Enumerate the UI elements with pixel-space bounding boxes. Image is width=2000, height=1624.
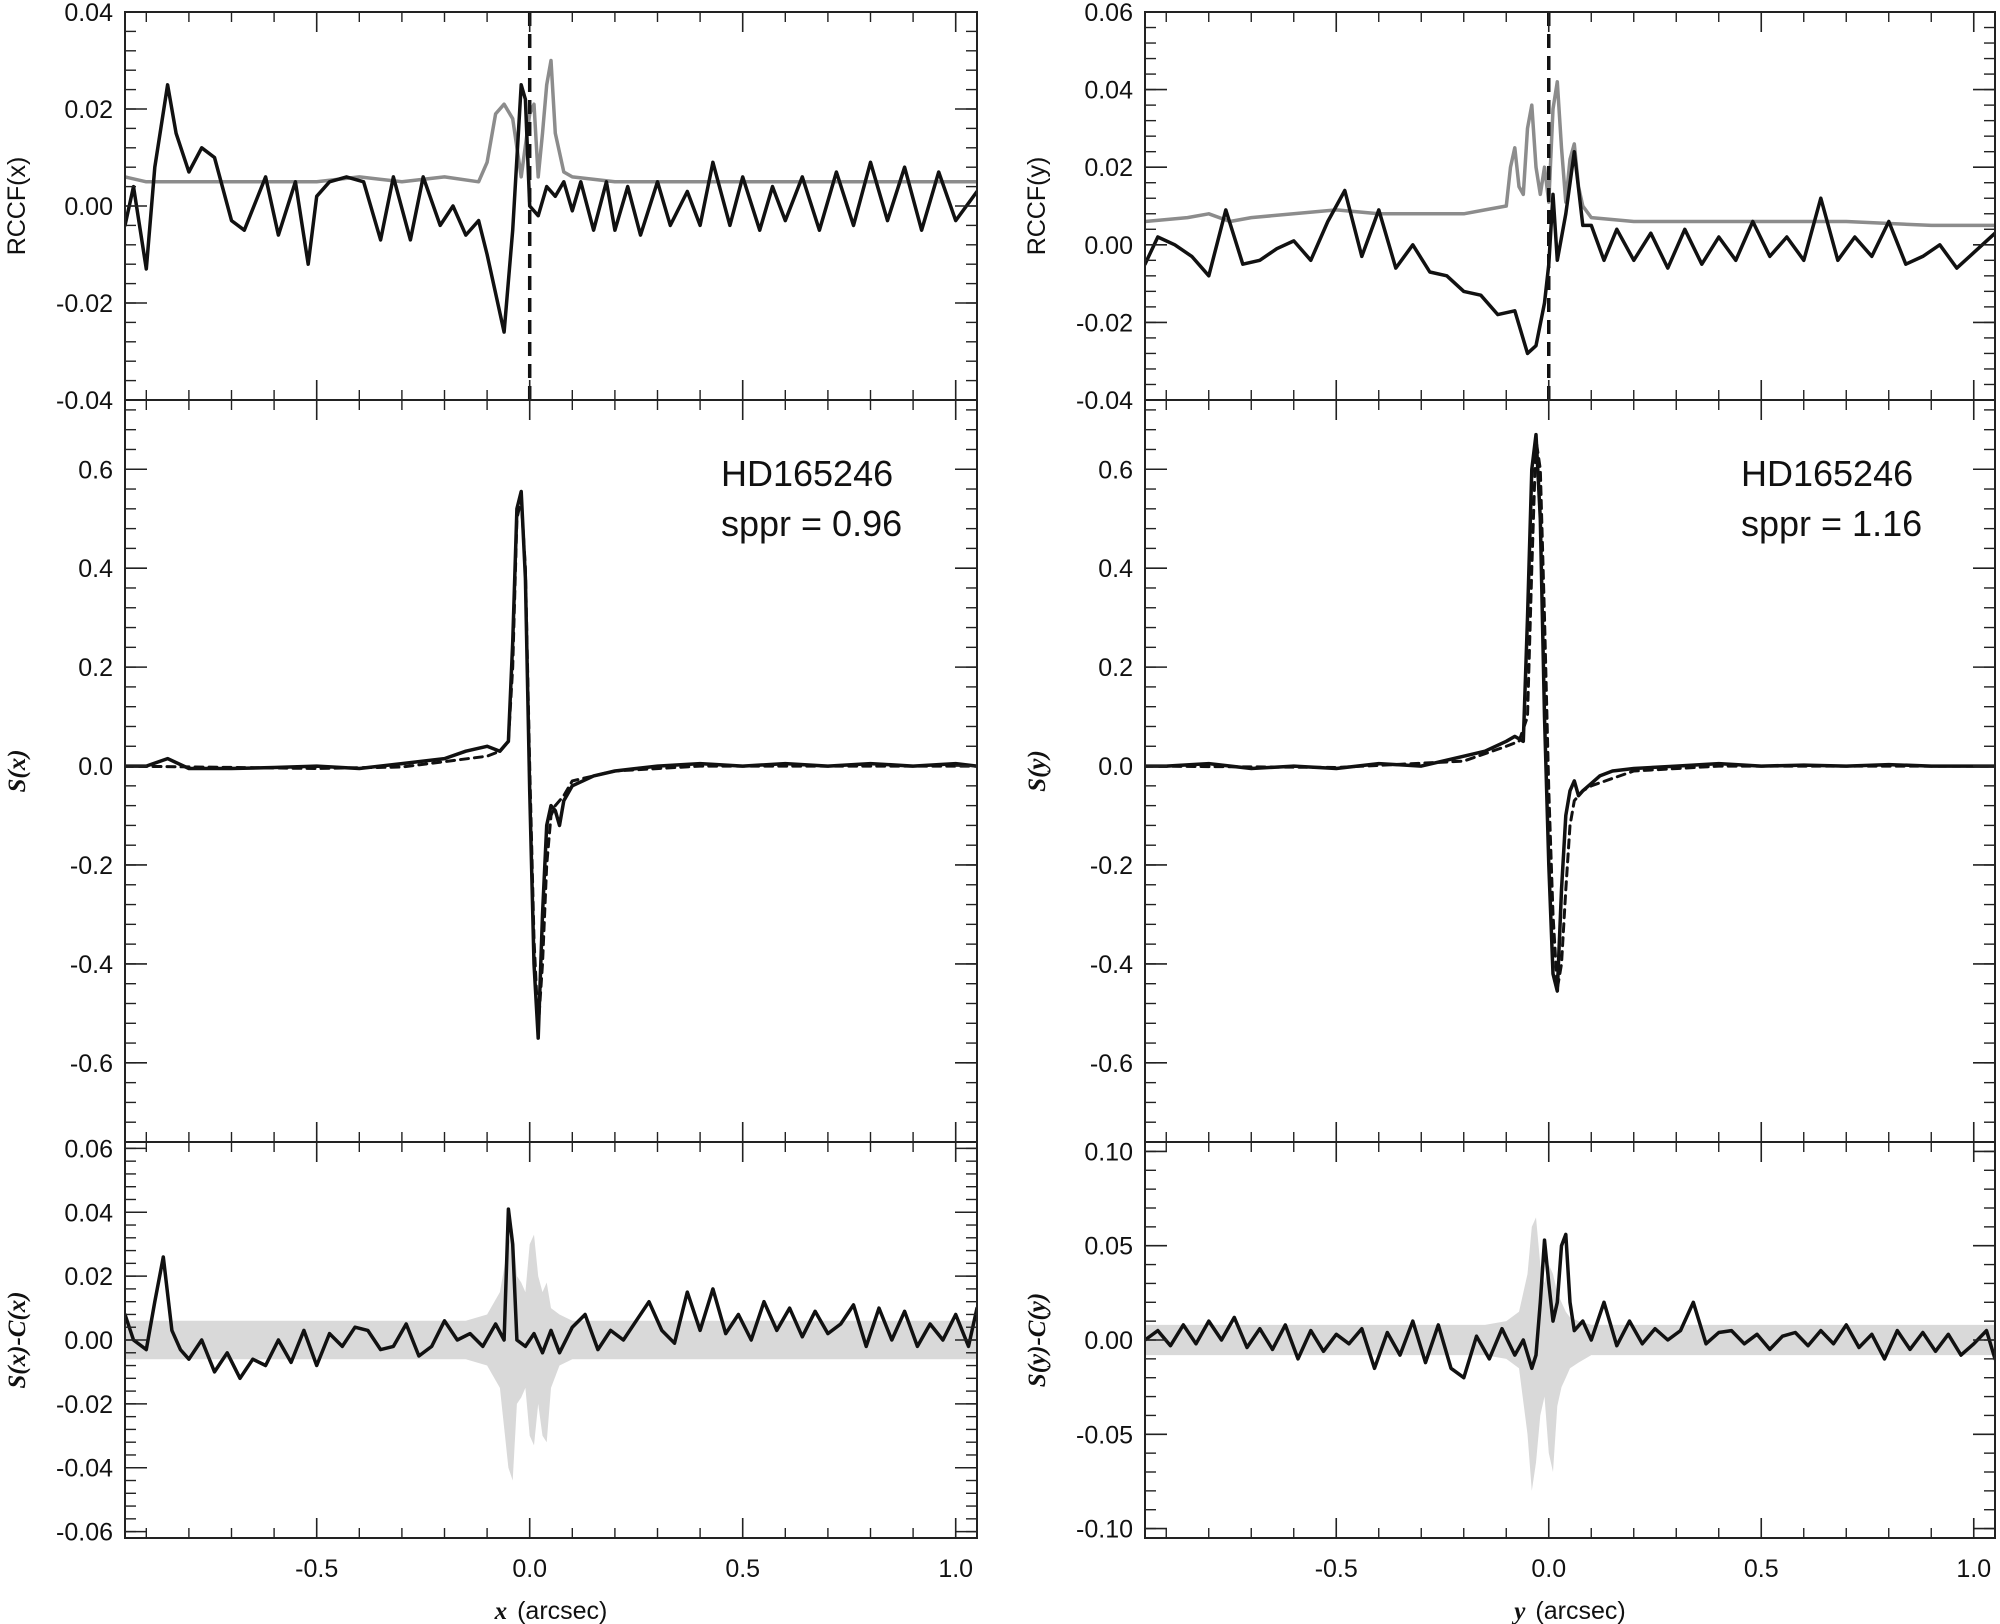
y-tick-label: 0.05 <box>1084 1233 1133 1261</box>
y-axis-label: S(y) <box>1024 750 1051 792</box>
x-axis-variable: y <box>1511 1598 1526 1624</box>
series-line-0 <box>1145 1232 1995 1380</box>
series-line-1 <box>125 83 977 334</box>
y-axis-label: RCCF(x) <box>3 157 31 256</box>
y-tick-label: 0.4 <box>1098 555 1133 583</box>
y-tick-label: 0.2 <box>78 654 113 682</box>
y-axis-label: S(y)-C(y) <box>1024 1293 1051 1387</box>
y-tick-label: 0.04 <box>64 1199 113 1227</box>
y-tick-label: 0.06 <box>1084 0 1133 27</box>
x-axis-label: y (arcsec) <box>1511 1597 1625 1624</box>
y-tick-label: 0.00 <box>64 1327 113 1355</box>
y-tick-label: 0.00 <box>64 193 113 221</box>
series-line-0 <box>125 1207 977 1381</box>
y-axis-label: S(x)-C(x) <box>4 1291 31 1388</box>
panel-rccf-y: -0.04 -0.02 0.00 0.02 0.04 0.06 RCCF(y) <box>1023 0 1996 415</box>
annotation-text: sppr = 1.16 <box>1741 503 1922 544</box>
y-tick-label: -0.2 <box>70 852 113 880</box>
panel-diff-y: -0.10 -0.05 0.00 0.05 0.10 -0.5 0.0 0.5 1.0 y (arc… <box>1024 1138 1996 1624</box>
annotation-text: sppr = 0.96 <box>721 503 902 544</box>
y-tick-label: 0.4 <box>78 555 113 583</box>
noise-band <box>125 1228 977 1481</box>
panel-s-x: -0.6 -0.4 -0.2 0.0 0.2 0.4 0.6 S(x) HD165246 sppr… <box>4 399 978 1143</box>
plot-area <box>125 12 977 400</box>
y-tick-label: -0.10 <box>1076 1516 1133 1544</box>
series-line-1 <box>1145 432 1995 993</box>
y-tick-label: -0.05 <box>1076 1421 1133 1449</box>
series-line-0 <box>125 58 977 184</box>
plot-area <box>1145 432 1995 993</box>
x-tick-label: -0.5 <box>1315 1555 1358 1583</box>
x-tick-label: -0.5 <box>295 1555 338 1583</box>
panel-diff-x: -0.06 -0.04 -0.02 0.00 0.02 0.04 0.06 -0.5 0.0 0.… <box>4 1135 978 1624</box>
y-tick-label: 0.06 <box>64 1135 113 1163</box>
series-line-1 <box>1145 149 1995 356</box>
y-tick-label: 0.6 <box>1098 456 1133 484</box>
y-tick-label: 0.02 <box>64 1263 113 1291</box>
y-axis-label: S(x) <box>4 749 31 792</box>
y-tick-label: -0.02 <box>1076 309 1133 337</box>
y-axis-label: RCCF(y) <box>1023 157 1051 256</box>
y-tick-label: 0.2 <box>1098 654 1133 682</box>
y-tick-label: 0.6 <box>78 456 113 484</box>
y-tick-label: -0.06 <box>56 1519 113 1547</box>
x-tick-label: 0.5 <box>1744 1555 1779 1583</box>
y-tick-label: -0.4 <box>1090 951 1133 979</box>
plot-area <box>1145 12 1995 400</box>
y-tick-label: 0.00 <box>1084 1327 1133 1355</box>
y-tick-label: 0.10 <box>1084 1138 1133 1166</box>
y-tick-label: -0.02 <box>56 1391 113 1419</box>
x-tick-label: 0.0 <box>512 1555 547 1583</box>
series-line-0 <box>1145 80 1995 228</box>
noise-band <box>1145 1217 1995 1491</box>
y-tick-label: 0.00 <box>1084 232 1133 260</box>
plot-area <box>125 489 977 1040</box>
y-tick-label: -0.2 <box>1090 852 1133 880</box>
x-axis-unit: (arcsec) <box>517 1597 607 1624</box>
panel-rccf-x: -0.04 -0.02 0.00 0.02 0.04 RCCF(x) <box>3 0 978 415</box>
y-tick-label: -0.6 <box>70 1050 113 1078</box>
x-tick-label: 1.0 <box>938 1555 973 1583</box>
panel-frame <box>1144 11 1996 401</box>
x-axis-unit: (arcsec) <box>1535 1597 1625 1624</box>
plot-area <box>1145 1217 1995 1491</box>
x-tick-label: 0.0 <box>1531 1555 1566 1583</box>
y-tick-label: 0.04 <box>64 0 113 27</box>
y-tick-label: -0.04 <box>56 387 113 415</box>
series-line-1 <box>125 489 977 1040</box>
y-tick-label: 0.0 <box>1098 753 1133 781</box>
y-tick-label: 0.0 <box>78 753 113 781</box>
y-tick-label: 0.04 <box>1084 77 1133 105</box>
y-tick-label: -0.6 <box>1090 1050 1133 1078</box>
x-tick-label: 0.5 <box>725 1555 760 1583</box>
x-axis-label: x (arcsec) <box>494 1597 608 1624</box>
x-tick-label: 1.0 <box>1956 1555 1991 1583</box>
y-tick-label: -0.04 <box>1076 387 1133 415</box>
panel-s-y: -0.6 -0.4 -0.2 0.0 0.2 0.4 0.6 S(y) HD165246 sppr… <box>1024 399 1996 1143</box>
annotation-text: HD165246 <box>1741 453 1913 494</box>
y-tick-label: 0.02 <box>64 96 113 124</box>
y-tick-label: 0.02 <box>1084 154 1133 182</box>
series-line-0 <box>1145 438 1995 991</box>
y-tick-label: -0.4 <box>70 951 113 979</box>
plot-area <box>125 1207 977 1481</box>
y-tick-label: -0.02 <box>56 290 113 318</box>
y-tick-label: -0.04 <box>56 1455 113 1483</box>
x-axis-variable: x <box>494 1598 508 1624</box>
annotation-text: HD165246 <box>721 453 893 494</box>
